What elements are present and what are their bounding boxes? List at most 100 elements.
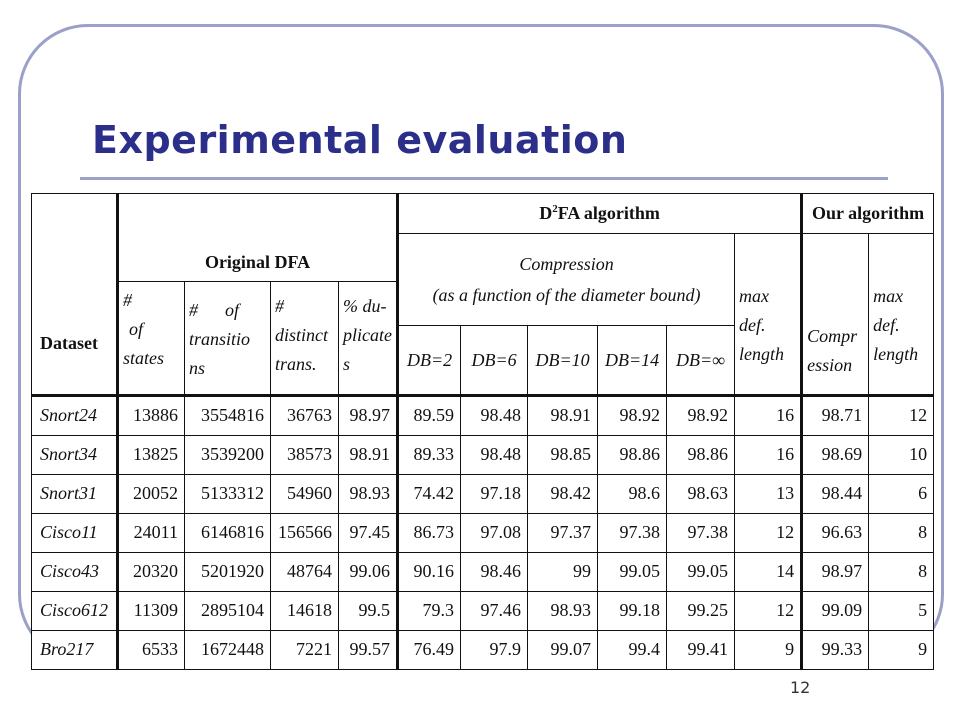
cell-value: 98.93 [527, 590, 599, 631]
d2fa-label-post: FA algorithm [557, 203, 660, 224]
cell-value: 16 [734, 434, 803, 475]
header-max-def-d2fa: max def. length [734, 233, 803, 397]
cell-value: 36763 [270, 395, 339, 436]
cell-value: 13886 [116, 395, 185, 436]
header-db-6: DB=6 [460, 325, 529, 397]
distinct-line-1: # [275, 296, 284, 317]
header-num-states: # of states [116, 281, 185, 397]
cell-value: 98.91 [337, 434, 399, 475]
cell-value: 98.63 [666, 473, 736, 514]
header-our-compression: Compr ession [800, 233, 870, 397]
cell-value: 99.05 [597, 551, 668, 592]
transitions-line-1: # of [189, 300, 240, 321]
cell-value: 98.92 [666, 395, 736, 436]
header-our-algorithm: Our algorithm [800, 192, 935, 235]
cell-value: 74.42 [396, 473, 462, 514]
cell-value: 86.73 [396, 512, 462, 553]
cell-value: 98.92 [597, 395, 668, 436]
cell-value: 98.42 [527, 473, 599, 514]
cell-value: 38573 [270, 434, 339, 475]
cell-value: 14618 [270, 590, 339, 631]
cell-dataset: Cisco43 [31, 551, 118, 592]
cell-value: 98.48 [460, 434, 529, 475]
cell-value: 2895104 [184, 590, 271, 631]
cell-dataset: Cisco612 [31, 590, 118, 631]
cell-value: 8 [868, 551, 935, 592]
cell-value: 99.5 [337, 590, 399, 631]
dup-line-1: % du- [343, 296, 387, 317]
header-compression: Compression (as a function of the diamet… [396, 233, 736, 327]
table-body: Snort24 13886 3554816 36763 98.97 89.59 98.48 9… [31, 395, 935, 671]
cell-value: 8 [868, 512, 935, 553]
cell-value: 76.49 [396, 629, 462, 671]
cell-value: 97.37 [527, 512, 599, 553]
our-max-def-line-3: length [873, 343, 919, 364]
page-number: 12 [790, 678, 811, 697]
cell-dataset: Cisco11 [31, 512, 118, 553]
cell-value: 97.46 [460, 590, 529, 631]
cell-value: 97.38 [666, 512, 736, 553]
compression-line-1: Compression [519, 254, 614, 275]
cell-value: 99.41 [666, 629, 736, 671]
table-row: Bro217 6533 1672448 7221 99.57 76.49 97.9 99.07… [31, 629, 935, 671]
cell-value: 98.71 [800, 395, 870, 436]
cell-value: 10 [868, 434, 935, 475]
title-underline [80, 177, 888, 180]
cell-value: 98.97 [800, 551, 870, 592]
cell-value: 97.9 [460, 629, 529, 671]
cell-value: 98.48 [460, 395, 529, 436]
max-def-line-1: max [739, 286, 770, 307]
header-dataset: Dataset [31, 192, 118, 397]
cell-value: 13825 [116, 434, 185, 475]
table-row: Snort34 13825 3539200 38573 98.91 89.33 98.48 9… [31, 434, 935, 475]
max-def-line-3: length [739, 343, 785, 364]
our-compr-line-2: ession [807, 354, 853, 375]
cell-value: 98.46 [460, 551, 529, 592]
cell-dataset: Snort24 [31, 395, 118, 436]
cell-value: 6533 [116, 629, 185, 671]
cell-value: 20052 [116, 473, 185, 514]
cell-value: 98.86 [597, 434, 668, 475]
our-max-def-line-2: def. [873, 314, 900, 335]
results-table-container: Dataset Original DFA D2FA algorithm Our … [31, 192, 935, 671]
distinct-line-3: trans. [275, 353, 317, 374]
cell-value: 48764 [270, 551, 339, 592]
our-compr-line-1: Compr [807, 326, 858, 347]
dup-line-3: s [343, 353, 351, 374]
cell-value: 54960 [270, 473, 339, 514]
cell-value: 98.6 [597, 473, 668, 514]
cell-value: 96.63 [800, 512, 870, 553]
header-db-10: DB=10 [527, 325, 599, 397]
cell-value: 20320 [116, 551, 185, 592]
cell-value: 5 [868, 590, 935, 631]
cell-value: 3554816 [184, 395, 271, 436]
cell-value: 1672448 [184, 629, 271, 671]
cell-value: 9 [734, 629, 803, 671]
cell-value: 89.33 [396, 434, 462, 475]
cell-value: 99.07 [527, 629, 599, 671]
cell-value: 97.18 [460, 473, 529, 514]
max-def-line-2: def. [739, 314, 766, 335]
cell-value: 98.97 [337, 395, 399, 436]
cell-dataset: Snort31 [31, 473, 118, 514]
header-our-max-def: max def. length [868, 233, 935, 397]
cell-value: 13 [734, 473, 803, 514]
cell-value: 99.05 [666, 551, 736, 592]
cell-value: 11309 [116, 590, 185, 631]
cell-value: 79.3 [396, 590, 462, 631]
states-line-3: states [123, 347, 165, 368]
cell-value: 90.16 [396, 551, 462, 592]
transitions-line-2: transitio [189, 328, 251, 349]
cell-value: 99.06 [337, 551, 399, 592]
table-row: Cisco612 11309 2895104 14618 99.5 79.3 97.46 98… [31, 590, 935, 631]
table-row: Snort24 13886 3554816 36763 98.97 89.59 98.48 9… [31, 395, 935, 436]
cell-value: 24011 [116, 512, 185, 553]
header-d2fa: D2FA algorithm [396, 192, 803, 235]
cell-value: 5133312 [184, 473, 271, 514]
cell-value: 97.45 [337, 512, 399, 553]
d2fa-label-sup: 2 [552, 203, 558, 216]
cell-value: 5201920 [184, 551, 271, 592]
cell-value: 6146816 [184, 512, 271, 553]
cell-value: 156566 [270, 512, 339, 553]
cell-value: 99 [527, 551, 599, 592]
